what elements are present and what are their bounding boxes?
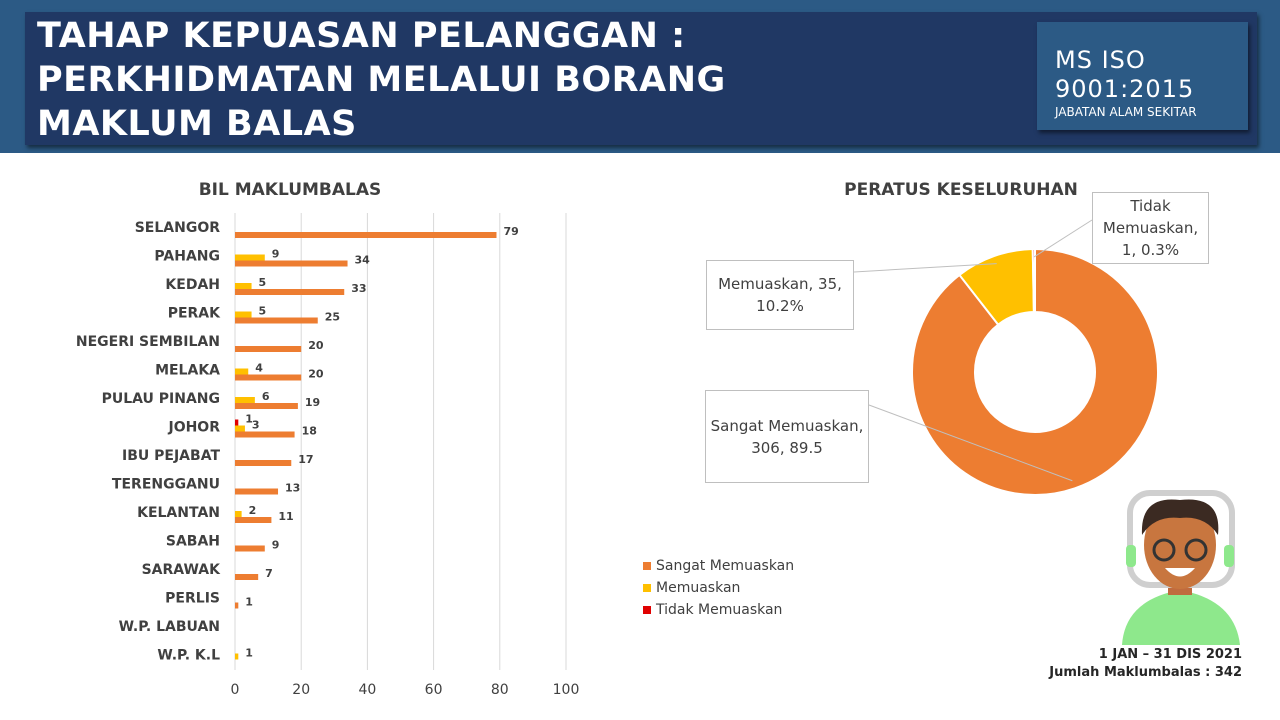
data-label: Memuaskan, 35, 10.2%	[706, 260, 854, 330]
value-label: 5	[259, 305, 267, 318]
bar	[235, 574, 259, 580]
value-label: 20	[308, 368, 324, 381]
leader-line	[853, 263, 997, 273]
value-label: 11	[278, 510, 293, 523]
leader-line	[1033, 219, 1093, 258]
value-label: 1	[245, 647, 253, 660]
y-tick-label: W.P. LABUAN	[119, 619, 220, 635]
bar	[235, 431, 295, 438]
y-tick-label: MELAKA	[155, 363, 220, 379]
badge-text: MS ISO	[1055, 46, 1146, 74]
total: Jumlah Maklumbalas : 342	[1049, 665, 1242, 680]
y-tick-label: SABAH	[166, 534, 220, 550]
bar	[235, 602, 239, 609]
badge: MS ISO 9001:2015 JABATAN ALAM SEKITAR	[1037, 22, 1248, 130]
avatar	[1122, 490, 1240, 645]
bar	[235, 289, 345, 295]
x-tick-label: 0	[231, 682, 240, 698]
y-tick-label: IBU PEJABAT	[122, 448, 220, 464]
value-label: 2	[249, 504, 257, 517]
legend-label: Memuaskan	[656, 580, 740, 596]
value-label: 9	[272, 539, 280, 552]
bar	[235, 311, 252, 318]
value-label: 18	[302, 425, 317, 438]
y-tick-label: W.P. K.L	[157, 648, 220, 664]
x-tick-label: 20	[292, 682, 310, 698]
y-tick-label: NEGERI SEMBILAN	[76, 334, 220, 350]
value-label: 79	[503, 225, 518, 238]
badge-text: 9001:2015	[1055, 75, 1195, 103]
bar	[235, 368, 249, 375]
value-label: 25	[325, 311, 340, 324]
bar	[235, 460, 292, 466]
x-tick-label: 60	[425, 682, 443, 698]
y-tick-label: KELANTAN	[137, 505, 220, 521]
y-tick-label: PAHANG	[154, 249, 220, 265]
value-label: 34	[355, 254, 371, 267]
chart-title: BIL MAKLUMBALAS	[199, 180, 382, 200]
x-tick-label: 100	[553, 682, 580, 698]
title-line: TAHAP KEPUASAN PELANGGAN :	[37, 16, 686, 56]
value-label: 17	[298, 453, 313, 466]
leader-line	[868, 404, 1073, 482]
value-label: 9	[272, 248, 280, 261]
bar	[235, 317, 318, 324]
y-tick-label: JOHOR	[167, 420, 220, 436]
y-tick-label: PERAK	[168, 306, 221, 322]
y-tick-label: TERENGGANU	[112, 477, 220, 493]
legend-swatch	[643, 562, 651, 570]
value-label: 13	[285, 482, 300, 495]
bar	[235, 283, 252, 289]
value-label: 6	[262, 390, 270, 403]
legend-swatch	[643, 606, 651, 614]
y-tick-label: SELANGOR	[135, 220, 221, 236]
bar	[235, 232, 497, 238]
x-tick-label: 80	[491, 682, 509, 698]
bar	[235, 511, 242, 517]
legend-label: Sangat Memuaskan	[656, 558, 794, 574]
data-label: Sangat Memuaskan, 306, 89.5	[705, 390, 869, 483]
bar	[235, 374, 302, 381]
bar	[235, 419, 239, 426]
value-label: 1	[245, 596, 253, 609]
value-label: 3	[252, 419, 260, 432]
bar	[235, 403, 298, 409]
value-label: 33	[351, 282, 366, 295]
legend-label: Tidak Memuaskan	[655, 602, 782, 618]
badge-text: JABATAN ALAM SEKITAR	[1055, 105, 1197, 119]
value-label: 4	[255, 362, 263, 375]
y-tick-label: KEDAH	[165, 277, 220, 293]
bar	[235, 254, 265, 261]
value-label: 20	[308, 339, 324, 352]
value-label: 19	[305, 396, 320, 409]
donut-slice	[1031, 247, 1036, 314]
y-tick-label: PULAU PINANG	[102, 391, 220, 407]
bar	[235, 397, 255, 403]
value-label: 5	[259, 276, 267, 289]
y-tick-label: PERLIS	[165, 591, 220, 607]
value-label: 1	[245, 413, 253, 426]
x-tick-label: 40	[358, 682, 376, 698]
chart-title: PERATUS KESELURUHAN	[844, 180, 1078, 200]
value-label: 7	[265, 567, 273, 580]
bar	[235, 488, 279, 495]
bar	[235, 425, 245, 432]
bar	[235, 545, 265, 552]
data-label: Tidak Memuaskan, 1, 0.3%	[1092, 192, 1209, 264]
title-line: MAKLUM BALAS	[37, 104, 357, 144]
donut-slice	[911, 247, 1159, 496]
bar	[235, 346, 302, 352]
title-line: PERKHIDMATAN MELALUI BORANG	[37, 60, 726, 100]
bar	[235, 517, 272, 523]
period: 1 JAN – 31 DIS 2021	[1098, 647, 1242, 662]
bar	[235, 260, 348, 267]
legend-swatch	[643, 584, 651, 592]
bar	[235, 653, 239, 660]
y-tick-label: SARAWAK	[142, 562, 222, 578]
